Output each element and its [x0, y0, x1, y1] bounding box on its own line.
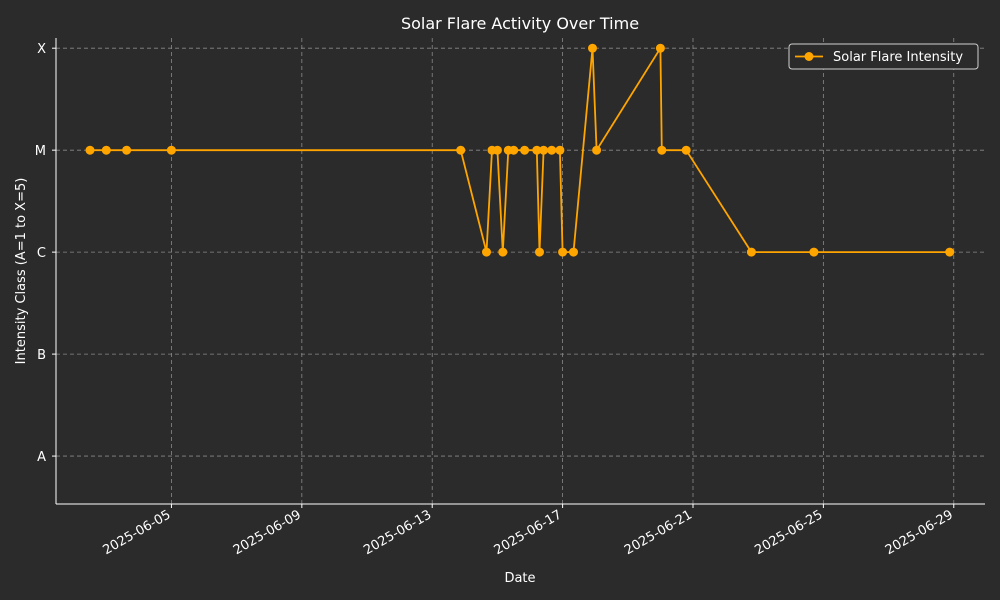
data-point [122, 145, 132, 155]
data-point [509, 145, 519, 155]
y-tick-label: C [37, 246, 46, 261]
data-point [101, 145, 111, 155]
chart-title: Solar Flare Activity Over Time [401, 14, 639, 33]
data-point [681, 145, 691, 155]
data-point [492, 145, 502, 155]
x-tick-label: 2025-06-25 [752, 507, 825, 558]
data-point [498, 247, 508, 257]
x-tick-label: 2025-06-09 [231, 507, 304, 558]
data-point [539, 145, 549, 155]
data-point [532, 145, 542, 155]
legend-box [788, 43, 979, 70]
axes [52, 38, 985, 508]
data-point [482, 247, 491, 257]
x-tick-label: 2025-06-05 [101, 507, 174, 558]
data-point [809, 247, 819, 257]
data-point [456, 145, 466, 155]
data-point [588, 43, 597, 53]
legend-marker-swatch [804, 52, 814, 61]
x-tick-label: 2025-06-17 [492, 507, 565, 558]
x-tick-label: 2025-06-21 [622, 507, 695, 558]
data-point [657, 145, 667, 155]
data-point [558, 247, 568, 257]
series-layer [85, 43, 955, 257]
x-tick-label: 2025-06-29 [883, 507, 956, 558]
data-point [85, 145, 95, 155]
y-tick-label: X [37, 42, 46, 57]
y-tick-label: A [37, 450, 46, 465]
data-point [746, 247, 756, 257]
data-point [555, 145, 565, 155]
data-point [592, 145, 602, 155]
y-tick-label: M [35, 144, 46, 159]
legend: Solar Flare Intensity [788, 43, 979, 70]
data-point [535, 247, 544, 257]
y-tick-label: B [37, 348, 46, 363]
legend-label: Solar Flare Intensity [833, 50, 963, 65]
data-point [655, 43, 665, 53]
x-tick-label: 2025-06-13 [361, 507, 434, 558]
data-point [547, 145, 557, 155]
data-point [945, 247, 955, 257]
data-point [520, 145, 530, 155]
x-axis-title: Date [504, 571, 535, 586]
y-axis-title: Intensity Class (A=1 to X=5) [14, 178, 29, 365]
tick-labels: A B C M X 2025-06-05 2025-06-09 2025-06-13 2025-… [35, 42, 956, 558]
data-point [569, 247, 578, 257]
data-point [166, 145, 176, 155]
grid-lines [56, 38, 985, 504]
